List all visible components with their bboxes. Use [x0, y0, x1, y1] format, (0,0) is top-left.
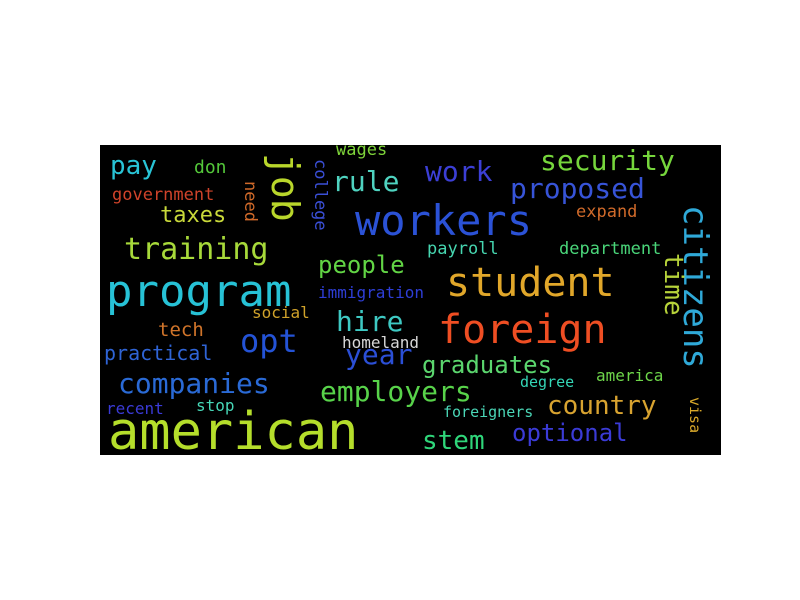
word-social: social	[252, 303, 310, 322]
word-american: american	[108, 402, 359, 455]
word-degree: degree	[520, 373, 575, 391]
word-cloud: american program workers student foreign…	[100, 145, 721, 455]
word-student: student	[446, 260, 615, 306]
word-work: work	[425, 155, 493, 188]
word-government: government	[112, 185, 215, 205]
word-immigration: immigration	[318, 283, 424, 302]
word-time: time	[658, 253, 688, 316]
word-department: department	[559, 239, 662, 259]
word-people: people	[318, 251, 405, 279]
word-opt: opt	[240, 322, 298, 360]
word-visa: visa	[686, 397, 704, 434]
word-training: training	[124, 232, 269, 267]
word-taxes: taxes	[160, 203, 227, 228]
word-payroll: payroll	[427, 239, 499, 259]
word-foreign: foreign	[438, 307, 607, 353]
word-college: college	[310, 159, 330, 231]
word-country: country	[547, 391, 657, 421]
word-employers: employers	[320, 375, 472, 408]
word-foreigners: foreigners	[443, 403, 534, 421]
word-wages: wages	[336, 145, 388, 160]
word-year: year	[345, 338, 413, 371]
word-rule: rule	[332, 165, 400, 198]
word-stem: stem	[422, 426, 485, 455]
word-homeland: homeland	[342, 333, 420, 352]
word-need: need	[240, 181, 260, 222]
word-recent: recent	[106, 399, 164, 418]
word-expand: expand	[576, 202, 638, 222]
word-pay: pay	[110, 151, 157, 181]
word-don: don	[194, 157, 227, 178]
word-optional: optional	[512, 419, 628, 447]
word-companies: companies	[118, 367, 270, 400]
word-hire: hire	[336, 305, 404, 338]
word-america: america	[596, 366, 664, 385]
word-job: job	[263, 153, 307, 222]
word-security: security	[540, 145, 675, 177]
word-practical: practical	[104, 341, 213, 365]
word-tech: tech	[158, 319, 204, 341]
word-workers: workers	[355, 196, 533, 245]
word-program: program	[106, 266, 292, 317]
word-proposed: proposed	[510, 172, 645, 205]
word-graduates: graduates	[422, 351, 553, 379]
word-stop: stop	[196, 396, 235, 415]
